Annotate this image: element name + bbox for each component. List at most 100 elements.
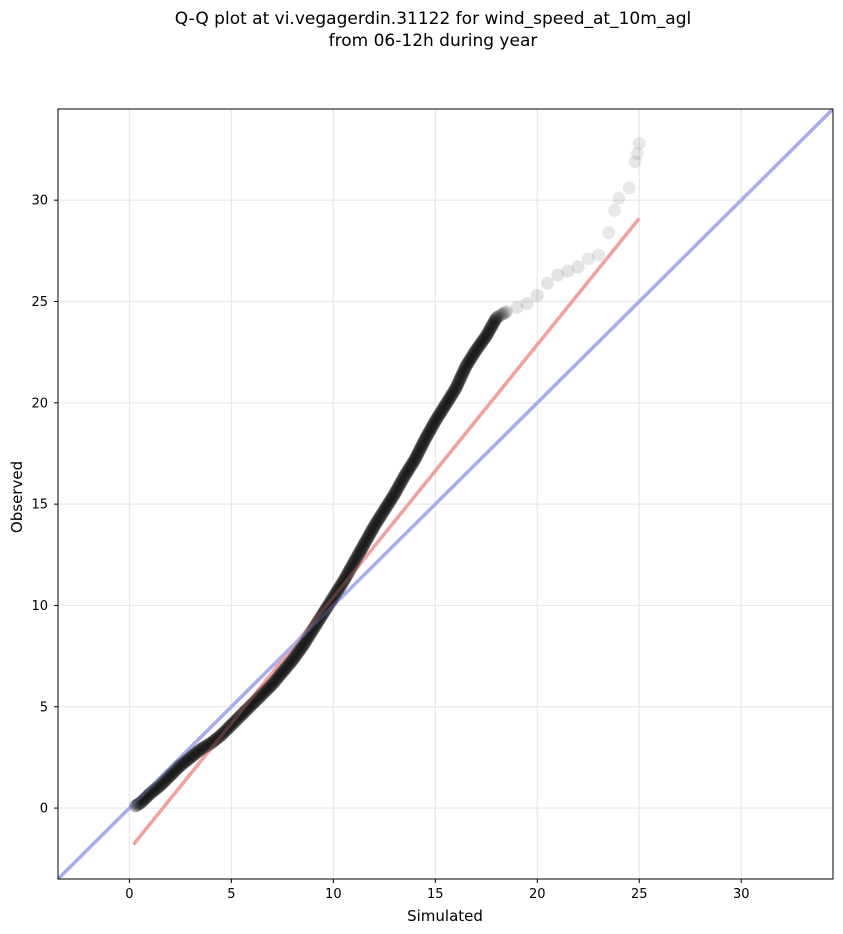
data-point	[498, 305, 512, 319]
data-point	[375, 507, 389, 521]
data-point	[376, 506, 390, 520]
data-point	[359, 534, 373, 548]
data-point	[488, 313, 502, 327]
data-point	[191, 744, 205, 758]
y-tick-label: 15	[31, 498, 48, 513]
data-point	[361, 531, 375, 545]
data-point	[353, 544, 367, 558]
data-point	[164, 768, 178, 782]
data-point	[337, 573, 351, 587]
data-point	[491, 310, 505, 324]
data-point	[458, 361, 472, 375]
data-point	[277, 663, 291, 677]
data-point	[281, 659, 295, 673]
data-point	[608, 203, 622, 217]
data-point	[415, 438, 429, 452]
data-point	[335, 577, 349, 591]
data-point	[326, 592, 340, 606]
data-point	[290, 647, 304, 661]
data-point	[379, 501, 393, 515]
data-point	[400, 465, 414, 479]
data-point	[260, 683, 274, 697]
data-point	[345, 559, 359, 572]
data-point	[245, 698, 259, 712]
data-point	[435, 404, 449, 418]
data-point	[361, 530, 375, 544]
data-point	[467, 347, 481, 361]
data-point	[410, 449, 424, 462]
data-point	[436, 402, 450, 416]
data-point	[414, 440, 428, 454]
data-point	[307, 622, 321, 636]
data-point	[288, 650, 302, 664]
data-point	[472, 338, 486, 352]
data-point	[207, 734, 221, 748]
data-point	[315, 609, 329, 623]
data-point	[461, 356, 475, 370]
data-point	[394, 475, 408, 489]
data-point	[161, 771, 175, 785]
data-point	[393, 477, 407, 491]
data-point	[422, 426, 436, 440]
data-point	[226, 716, 240, 730]
regression-line-overlay	[132, 217, 641, 846]
data-point	[486, 317, 500, 331]
data-point	[462, 354, 476, 368]
data-point	[171, 761, 185, 775]
data-point	[428, 415, 442, 429]
data-point	[428, 414, 442, 428]
data-point	[602, 226, 616, 240]
data-point	[320, 600, 334, 614]
data-point	[419, 431, 433, 445]
x-tick-label: 10	[325, 887, 342, 902]
data-point	[460, 358, 474, 372]
data-point	[152, 780, 166, 794]
data-point	[443, 390, 457, 404]
data-point	[510, 301, 524, 315]
data-point	[292, 644, 306, 658]
data-point	[252, 691, 266, 705]
data-point	[168, 764, 182, 778]
data-point	[366, 521, 380, 535]
data-point	[300, 631, 314, 645]
data-point	[198, 740, 212, 754]
data-point	[457, 364, 471, 378]
data-point	[388, 487, 402, 501]
data-point	[439, 398, 452, 412]
data-point	[263, 680, 277, 693]
identity-line-overlay	[58, 109, 833, 879]
chart-title-line-1: Q-Q plot at vi.vegagerdin.31122 for wind…	[174, 9, 692, 29]
data-point	[628, 155, 642, 169]
data-point	[208, 733, 222, 747]
data-point	[440, 395, 454, 409]
data-point	[350, 549, 364, 563]
data-point	[417, 435, 431, 449]
data-point	[378, 502, 392, 516]
y-tick-label: 5	[40, 700, 48, 715]
data-point	[257, 686, 271, 700]
data-point	[350, 551, 364, 565]
data-point	[458, 362, 472, 376]
data-point	[453, 373, 467, 387]
data-point	[253, 690, 267, 704]
data-point	[302, 629, 316, 643]
data-point	[142, 788, 156, 802]
data-point	[262, 681, 276, 695]
data-point	[217, 725, 231, 739]
data-point	[300, 633, 314, 647]
data-point	[346, 557, 360, 571]
data-point	[261, 682, 275, 696]
data-point	[330, 584, 344, 598]
data-point	[468, 344, 482, 358]
data-point	[441, 394, 455, 408]
data-point	[431, 410, 445, 424]
data-point	[210, 732, 224, 746]
data-point	[219, 723, 233, 737]
data-point	[310, 617, 324, 631]
data-point	[360, 532, 374, 546]
data-point	[305, 624, 319, 638]
data-point	[254, 689, 268, 703]
data-point	[489, 311, 503, 325]
data-point	[301, 630, 315, 644]
data-point	[151, 781, 165, 795]
